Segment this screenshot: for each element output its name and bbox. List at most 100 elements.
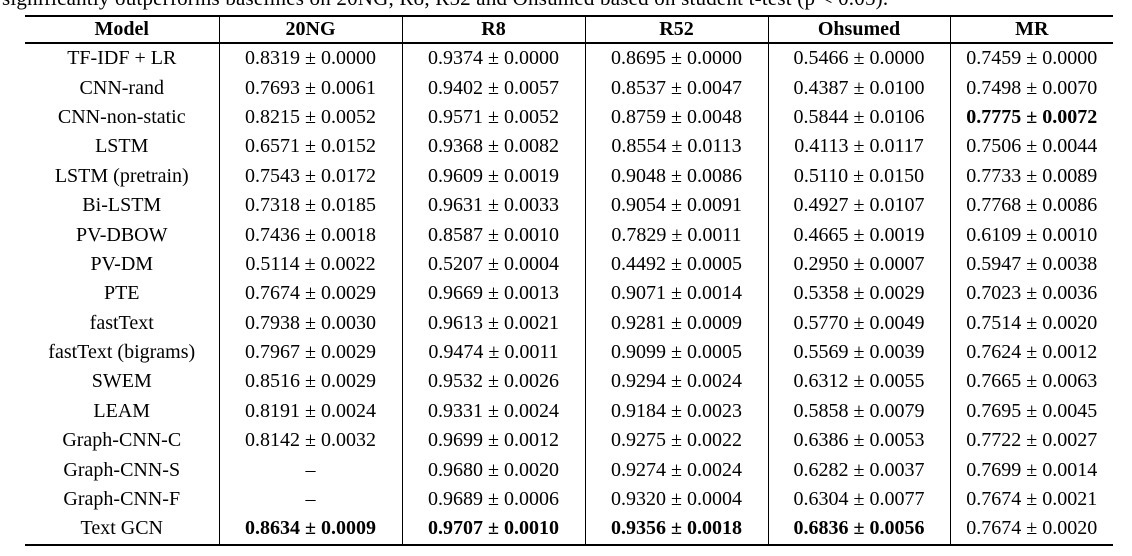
accuracy-value-cell: 0.6571 ± 0.0152 bbox=[218, 132, 402, 162]
accuracy-value-cell: 0.6312 ± 0.0055 bbox=[767, 367, 950, 397]
accuracy-value-cell: 0.9071 ± 0.0014 bbox=[584, 279, 768, 309]
table-row: Graph-CNN-S –0.9680 ± 0.0020 0.9274 ± 0.00… bbox=[25, 455, 1113, 485]
accuracy-value-cell: 0.6836 ± 0.0056 bbox=[767, 514, 950, 545]
accuracy-value-cell: 0.9374 ± 0.0000 bbox=[401, 43, 585, 74]
accuracy-value-cell: 0.9669 ± 0.0013 bbox=[401, 279, 585, 309]
results-table: Model 20NG R8 R52 Ohsumed MR TF-IDF + LR 0.831… bbox=[25, 15, 1113, 546]
accuracy-value-cell: 0.5947 ± 0.0038 bbox=[949, 249, 1113, 280]
accuracy-value-cell: 0.7436 ± 0.0018 bbox=[218, 220, 402, 250]
accuracy-value-cell: – bbox=[218, 484, 402, 515]
model-name-cell: LSTM bbox=[95, 135, 149, 158]
accuracy-value-cell: 0.9054 ± 0.0091 bbox=[584, 190, 768, 221]
model-name-cell: Graph-CNN-F bbox=[63, 488, 181, 511]
accuracy-value-cell: 0.9613 ± 0.0021 bbox=[401, 308, 585, 338]
accuracy-value-cell: 0.8191 ± 0.0024 bbox=[218, 396, 402, 427]
model-name-cell: fastText (bigrams) bbox=[48, 341, 196, 364]
model-name-cell: CNN-non-static bbox=[57, 105, 186, 128]
accuracy-value-cell: 0.7665 ± 0.0063 bbox=[949, 367, 1113, 397]
accuracy-value-cell: 0.7768 ± 0.0086 bbox=[949, 190, 1113, 221]
accuracy-value-cell: 0.9294 ± 0.0024 bbox=[584, 367, 768, 397]
accuracy-value-cell: 0.6386 ± 0.0053 bbox=[767, 426, 950, 456]
model-name-cell: Bi-LSTM bbox=[82, 194, 162, 217]
column-header-ohsumed: Ohsumed bbox=[767, 16, 950, 44]
table-row: CNN-non-static 0.8215 ± 0.0052 0.9571 ± 0.… bbox=[25, 102, 1113, 133]
accuracy-value-cell: 0.6304 ± 0.0077 bbox=[767, 484, 950, 515]
accuracy-value-cell: 0.9474 ± 0.0011 bbox=[401, 337, 585, 368]
table-caption-clipped: significantly outperforms baselines on 2… bbox=[0, 0, 1132, 11]
table-row: LSTM (pretrain) 0.7543 ± 0.0172 0.9609 ± 0… bbox=[25, 161, 1113, 191]
accuracy-value-cell: 0.7938 ± 0.0030 bbox=[218, 308, 402, 338]
table-row: fastText (bigrams) 0.7967 ± 0.0029 0.9474 … bbox=[25, 337, 1113, 368]
accuracy-value-cell: 0.8759 ± 0.0048 bbox=[584, 102, 768, 133]
accuracy-value-cell: 0.7695 ± 0.0045 bbox=[949, 396, 1113, 427]
accuracy-value-cell: 0.9275 ± 0.0022 bbox=[584, 426, 768, 456]
model-name-cell: CNN-rand bbox=[79, 76, 164, 99]
model-name-cell: PV-DM bbox=[90, 252, 154, 275]
table-row: PV-DM 0.5114 ± 0.0022 0.5207 ± 0.0004 0.449… bbox=[25, 249, 1113, 280]
model-name-cell: fastText bbox=[89, 311, 154, 334]
accuracy-value-cell: 0.6109 ± 0.0010 bbox=[949, 220, 1113, 250]
column-header-r52: R52 bbox=[584, 16, 768, 44]
accuracy-value-cell: 0.6282 ± 0.0037 bbox=[767, 455, 950, 485]
model-name-cell: PTE bbox=[103, 282, 140, 305]
table-row: LEAM 0.8191 ± 0.0024 0.9331 ± 0.0024 0.9184… bbox=[25, 396, 1113, 427]
accuracy-value-cell: 0.9184 ± 0.0023 bbox=[584, 396, 768, 427]
accuracy-value-cell: 0.9274 ± 0.0024 bbox=[584, 455, 768, 485]
table-row: Bi-LSTM 0.7318 ± 0.0185 0.9631 ± 0.0033 0.9… bbox=[25, 190, 1113, 221]
accuracy-value-cell: 0.9631 ± 0.0033 bbox=[401, 190, 585, 221]
accuracy-value-cell: 0.9281 ± 0.0009 bbox=[584, 308, 768, 338]
model-name-cell: Text GCN bbox=[80, 517, 163, 540]
accuracy-value-cell: 0.7514 ± 0.0020 bbox=[949, 308, 1113, 338]
table-row: TF-IDF + LR 0.8319 ± 0.0000 0.9374 ± 0.000… bbox=[25, 43, 1113, 74]
table-row: PV-DBOW 0.7436 ± 0.0018 0.8587 ± 0.0010 0.7… bbox=[25, 220, 1113, 250]
table-row: Text GCN 0.8634 ± 0.0009 0.9707 ± 0.0010 0.… bbox=[25, 514, 1113, 545]
accuracy-value-cell: 0.5358 ± 0.0029 bbox=[767, 279, 950, 309]
accuracy-value-cell: 0.7733 ± 0.0089 bbox=[949, 161, 1113, 191]
accuracy-value-cell: 0.7498 ± 0.0070 bbox=[949, 73, 1113, 103]
accuracy-value-cell: 0.9320 ± 0.0004 bbox=[584, 484, 768, 515]
accuracy-value-cell: 0.7506 ± 0.0044 bbox=[949, 132, 1113, 162]
model-name-cell: SWEM bbox=[91, 370, 152, 393]
table-row: SWEM 0.8516 ± 0.0029 0.9532 ± 0.0026 0.9294… bbox=[25, 367, 1113, 397]
accuracy-value-cell: 0.8215 ± 0.0052 bbox=[218, 102, 402, 133]
accuracy-value-cell: 0.5207 ± 0.0004 bbox=[401, 249, 585, 280]
accuracy-value-cell: 0.8537 ± 0.0047 bbox=[584, 73, 768, 103]
model-name-cell: Graph-CNN-C bbox=[62, 429, 182, 452]
accuracy-value-cell: 0.9532 ± 0.0026 bbox=[401, 367, 585, 397]
accuracy-value-cell: 0.9368 ± 0.0082 bbox=[401, 132, 585, 162]
table-row: Graph-CNN-C 0.8142 ± 0.0032 0.9699 ± 0.001… bbox=[25, 426, 1113, 456]
accuracy-value-cell: 0.9571 ± 0.0052 bbox=[401, 102, 585, 133]
accuracy-value-cell: 0.5858 ± 0.0079 bbox=[767, 396, 950, 427]
column-header-model: Model bbox=[25, 16, 219, 44]
accuracy-value-cell: 0.9707 ± 0.0010 bbox=[401, 514, 585, 545]
accuracy-value-cell: 0.7624 ± 0.0012 bbox=[949, 337, 1113, 368]
accuracy-value-cell: 0.4927 ± 0.0107 bbox=[767, 190, 950, 221]
accuracy-value-cell: 0.8319 ± 0.0000 bbox=[218, 43, 402, 74]
column-header-20ng: 20NG bbox=[218, 16, 402, 44]
accuracy-value-cell: 0.2950 ± 0.0007 bbox=[767, 249, 950, 280]
accuracy-value-cell: 0.7693 ± 0.0061 bbox=[218, 73, 402, 103]
table-row: LSTM 0.6571 ± 0.0152 0.9368 ± 0.0082 0.8554… bbox=[25, 132, 1113, 162]
accuracy-value-cell: 0.9699 ± 0.0012 bbox=[401, 426, 585, 456]
table-row: Graph-CNN-F –0.9689 ± 0.0006 0.9320 ± 0.00… bbox=[25, 484, 1113, 515]
model-name-cell: LSTM (pretrain) bbox=[54, 164, 189, 187]
table-row: fastText 0.7938 ± 0.0030 0.9613 ± 0.0021 0.… bbox=[25, 308, 1113, 338]
accuracy-value-cell: 0.7674 ± 0.0021 bbox=[949, 484, 1113, 515]
column-header-r8: R8 bbox=[401, 16, 585, 44]
accuracy-value-cell: 0.9331 ± 0.0024 bbox=[401, 396, 585, 427]
accuracy-value-cell: 0.7674 ± 0.0029 bbox=[218, 279, 402, 309]
accuracy-value-cell: 0.9680 ± 0.0020 bbox=[401, 455, 585, 485]
accuracy-value-cell: 0.8587 ± 0.0010 bbox=[401, 220, 585, 250]
table-caption-text: significantly outperforms baselines on 2… bbox=[2, 0, 888, 11]
accuracy-value-cell: 0.7775 ± 0.0072 bbox=[949, 102, 1113, 133]
accuracy-value-cell: 0.9048 ± 0.0086 bbox=[584, 161, 768, 191]
accuracy-value-cell: 0.8634 ± 0.0009 bbox=[218, 514, 402, 545]
accuracy-value-cell: 0.7318 ± 0.0185 bbox=[218, 190, 402, 221]
accuracy-value-cell: 0.7459 ± 0.0000 bbox=[949, 43, 1113, 74]
model-name-cell: Graph-CNN-S bbox=[63, 458, 181, 481]
table-row: PTE 0.7674 ± 0.0029 0.9669 ± 0.0013 0.9071 … bbox=[25, 279, 1113, 309]
accuracy-value-cell: 0.8695 ± 0.0000 bbox=[584, 43, 768, 74]
header-row: Model 20NG R8 R52 Ohsumed MR bbox=[25, 16, 1113, 44]
accuracy-value-cell: 0.7543 ± 0.0172 bbox=[218, 161, 402, 191]
accuracy-value-cell: 0.9356 ± 0.0018 bbox=[584, 514, 768, 545]
